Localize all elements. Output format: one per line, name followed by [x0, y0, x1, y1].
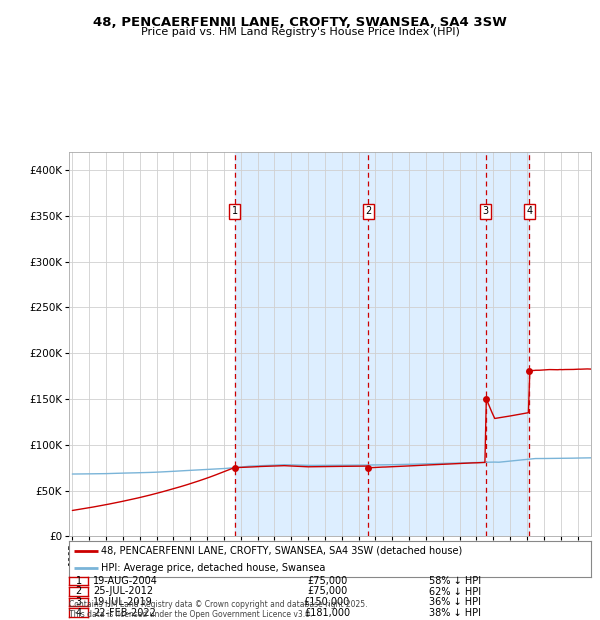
Text: 48, PENCAERFENNI LANE, CROFTY, SWANSEA, SA4 3SW: 48, PENCAERFENNI LANE, CROFTY, SWANSEA, … — [93, 16, 507, 29]
Bar — [235, 152, 529, 536]
Text: 62% ↓ HPI: 62% ↓ HPI — [429, 587, 481, 596]
Text: 2: 2 — [365, 206, 371, 216]
Text: 19-AUG-2004: 19-AUG-2004 — [93, 576, 158, 586]
Text: £75,000: £75,000 — [307, 576, 347, 586]
Text: 19-JUL-2019: 19-JUL-2019 — [93, 597, 153, 607]
Text: HPI: Average price, detached house, Swansea: HPI: Average price, detached house, Swan… — [101, 562, 326, 573]
Text: Price paid vs. HM Land Registry's House Price Index (HPI): Price paid vs. HM Land Registry's House … — [140, 27, 460, 37]
Text: £75,000: £75,000 — [307, 587, 347, 596]
Text: 4: 4 — [526, 206, 532, 216]
Text: 25-JUL-2012: 25-JUL-2012 — [93, 587, 153, 596]
Text: Contains HM Land Registry data © Crown copyright and database right 2025.
This d: Contains HM Land Registry data © Crown c… — [69, 600, 367, 619]
Text: 38% ↓ HPI: 38% ↓ HPI — [429, 608, 481, 618]
Text: 3: 3 — [76, 597, 82, 607]
Text: £150,000: £150,000 — [304, 597, 350, 607]
Text: 22-FEB-2022: 22-FEB-2022 — [93, 608, 156, 618]
Text: 48, PENCAERFENNI LANE, CROFTY, SWANSEA, SA4 3SW (detached house): 48, PENCAERFENNI LANE, CROFTY, SWANSEA, … — [101, 546, 463, 556]
Text: 3: 3 — [482, 206, 489, 216]
Text: 4: 4 — [76, 608, 82, 618]
Text: 1: 1 — [76, 576, 82, 586]
Text: 36% ↓ HPI: 36% ↓ HPI — [429, 597, 481, 607]
Text: 58% ↓ HPI: 58% ↓ HPI — [429, 576, 481, 586]
Text: £181,000: £181,000 — [304, 608, 350, 618]
Text: 1: 1 — [232, 206, 238, 216]
Text: 2: 2 — [76, 587, 82, 596]
